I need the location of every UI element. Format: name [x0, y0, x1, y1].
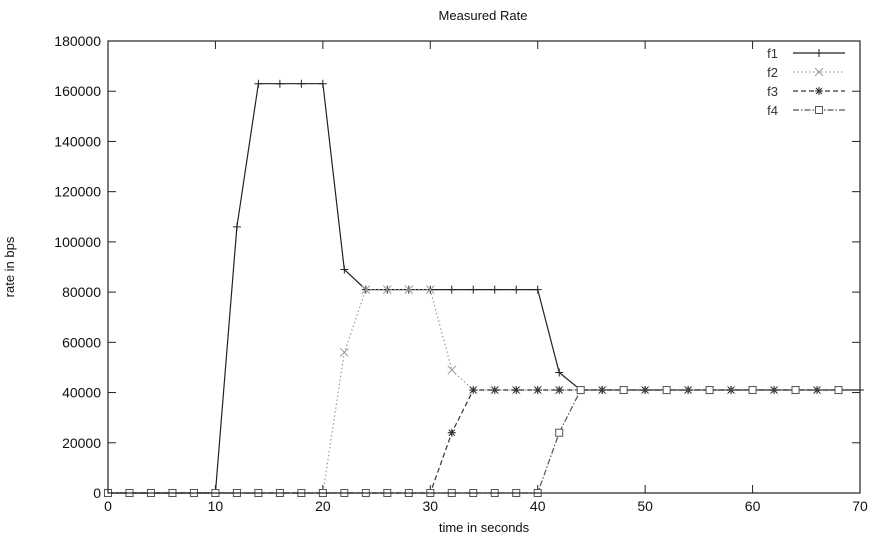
x-tick-label: 50: [637, 498, 653, 514]
plus-marker: [275, 79, 284, 88]
square-marker: [815, 106, 823, 114]
x-tick-label: 30: [422, 498, 438, 514]
star-marker: [447, 428, 456, 437]
star-marker: [770, 386, 779, 395]
square-marker: [662, 386, 671, 395]
x-tick-label: 70: [852, 498, 868, 514]
plot-frame: [107, 40, 861, 494]
y-tick-label: 0: [93, 485, 101, 501]
plus-marker: [533, 285, 542, 294]
y-tick-label: 120000: [54, 184, 101, 200]
plus-marker: [232, 222, 241, 231]
cross-marker: [447, 365, 457, 375]
square-marker: [791, 386, 800, 395]
legend-label: f4: [767, 103, 778, 118]
x-tick-label: 0: [104, 498, 112, 514]
x-tick-label: 10: [208, 498, 224, 514]
cross-marker: [339, 348, 349, 357]
plus-marker: [447, 285, 456, 294]
y-tick-label: 80000: [62, 284, 101, 300]
x-tick-label: 60: [745, 498, 761, 514]
star-marker: [469, 386, 478, 395]
y-axis-ticks: 0 20000 40000 60000 80000 100000 120000 140000 1…: [54, 33, 860, 501]
star-marker: [555, 386, 564, 395]
cross-marker: [425, 285, 435, 294]
plus-marker: [512, 285, 521, 294]
y-tick-label: 160000: [54, 83, 101, 99]
legend-label: f3: [767, 84, 778, 99]
plus-marker: [555, 368, 564, 377]
square-marker: [576, 386, 585, 395]
square-marker: [555, 428, 564, 437]
y-tick-label: 140000: [54, 133, 101, 149]
star-marker: [598, 386, 607, 395]
legend-item-f1: f1: [767, 46, 845, 61]
x-tick-label: 40: [530, 498, 546, 514]
cross-marker: [361, 285, 371, 294]
plus-marker: [254, 79, 263, 88]
legend: f1 f2 f3 f4: [767, 46, 845, 118]
star-marker: [490, 386, 499, 395]
legend-item-f4: f4: [767, 103, 845, 118]
y-tick-label: 180000: [54, 33, 101, 49]
legend-item-f2: f2: [767, 65, 845, 80]
plus-marker: [490, 285, 499, 294]
square-marker: [748, 386, 757, 395]
y-tick-label: 60000: [62, 334, 101, 350]
cross-marker: [404, 285, 414, 294]
square-marker: [619, 386, 628, 395]
legend-item-f3: f3: [767, 84, 845, 99]
cross-marker: [382, 285, 392, 294]
star-marker: [813, 386, 822, 395]
x-tick-label: 20: [315, 498, 331, 514]
y-tick-label: 100000: [54, 234, 101, 250]
y-tick-label: 20000: [62, 435, 101, 451]
star-marker: [815, 87, 823, 95]
cross-marker: [814, 67, 824, 77]
star-marker: [533, 386, 542, 395]
plus-marker: [318, 79, 327, 88]
plus-marker: [297, 79, 306, 88]
square-marker: [834, 386, 843, 395]
star-marker: [641, 386, 650, 395]
y-tick-label: 40000: [62, 385, 101, 401]
chart-title: Measured Rate: [439, 8, 528, 23]
plus-marker: [815, 49, 823, 57]
x-axis-title: time in seconds: [439, 520, 530, 535]
legend-label: f1: [767, 46, 778, 61]
legend-label: f2: [767, 65, 778, 80]
y-axis-title: rate in bps: [2, 236, 17, 297]
square-marker: [705, 386, 714, 395]
plus-marker: [469, 285, 478, 294]
plus-marker: [340, 265, 349, 274]
star-marker: [512, 386, 521, 395]
